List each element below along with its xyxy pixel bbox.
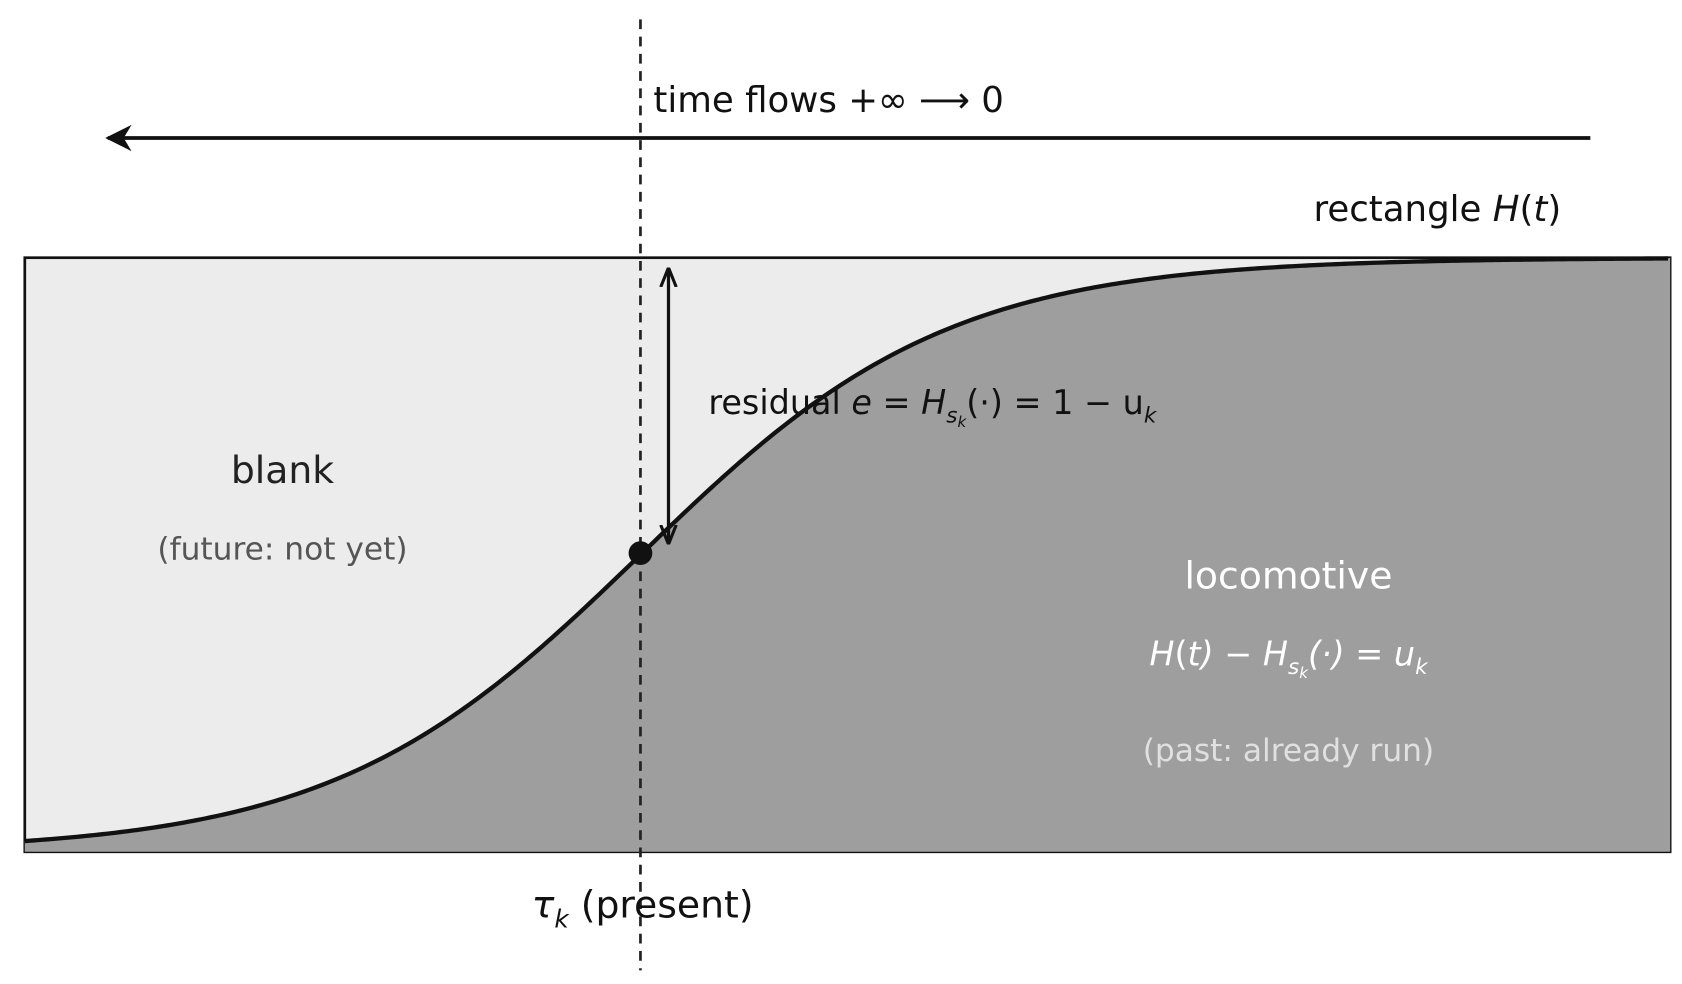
text: ) — [1547, 189, 1561, 230]
locomotive-title: locomotive — [1184, 554, 1392, 598]
text: (present) — [569, 883, 754, 927]
text: ( — [1520, 189, 1534, 230]
text: e = H — [851, 383, 946, 422]
text: t — [1188, 634, 1203, 673]
locomotive-note: (past: already run) — [1143, 733, 1434, 769]
text: s — [1288, 655, 1299, 680]
residual-label: residual e = Hsk(·) = 1 − uk — [708, 383, 1157, 431]
locomotive-formula: H(t) − Hsk(·) = uk — [1149, 634, 1429, 682]
text: residual — [708, 383, 851, 422]
text: H — [1149, 634, 1174, 673]
text: s — [946, 404, 957, 429]
text: t — [1533, 189, 1549, 230]
text: rectangle — [1313, 189, 1492, 230]
curve — [24, 256, 1668, 844]
text: ) − H — [1198, 634, 1288, 673]
text: (·) = 1 − u — [966, 383, 1144, 422]
locomotive-area — [24, 257, 1671, 852]
text: ( — [1174, 634, 1187, 673]
present-label: τk (present) — [532, 883, 754, 934]
blank-title: blank — [231, 448, 334, 492]
blank-note: (future: not yet) — [157, 532, 407, 568]
text: (·) = u — [1308, 634, 1415, 673]
text: k — [1144, 404, 1158, 429]
text: k — [554, 904, 570, 933]
text: k — [1299, 664, 1309, 682]
text: H — [1493, 189, 1520, 230]
text: k — [958, 413, 968, 431]
time-label: time flows +∞ ⟶ 0 — [653, 80, 1004, 121]
text: k — [1415, 655, 1429, 680]
present-point — [628, 541, 653, 565]
rectangle-label: rectangle H(t) — [1313, 189, 1561, 230]
text: τ — [532, 883, 555, 927]
